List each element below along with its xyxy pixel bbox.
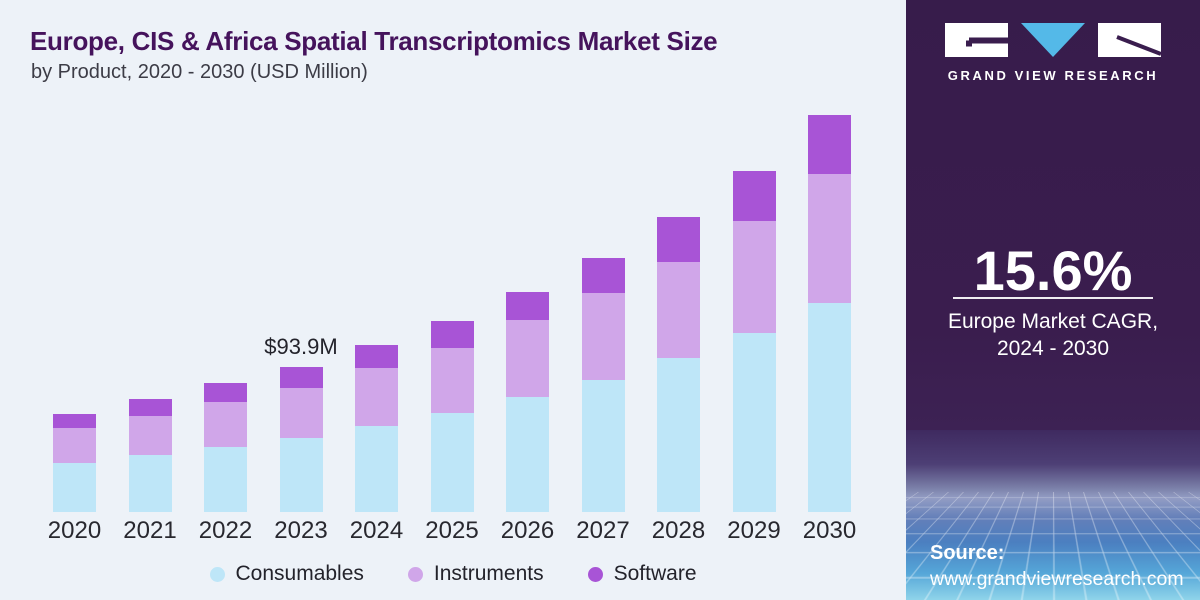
bar-2026-software bbox=[506, 291, 549, 320]
legend-label-consumables: Consumables bbox=[235, 562, 364, 585]
bar-2025-software bbox=[430, 321, 474, 348]
bar-2021-instruments bbox=[128, 415, 172, 455]
bar-2020-software bbox=[53, 414, 96, 428]
legend-dot-instruments bbox=[407, 566, 423, 582]
source-block: Source: www.grandviewresearch.com bbox=[930, 542, 1184, 591]
bar-2024-consumables bbox=[355, 426, 398, 512]
bar-2020-consumables bbox=[53, 462, 96, 512]
bar-2021-consumables bbox=[128, 454, 172, 512]
stacked-bar-plot: 2020 2021 2022 2023 2024 2025 2026 2027 2028 2029… bbox=[47, 114, 857, 544]
brand-sidebar: GRAND VIEW RESEARCH 15.6% Europe Market … bbox=[906, 0, 1200, 600]
bar-2022-consumables bbox=[204, 446, 247, 512]
bar-2023-consumables bbox=[279, 437, 323, 512]
legend-dot-consumables bbox=[209, 566, 225, 582]
cagr-value: 15.6% bbox=[973, 239, 1133, 302]
legend-dot-software bbox=[587, 566, 603, 582]
bar-2029-instruments bbox=[732, 221, 776, 334]
legend-item-consumables: Consumables bbox=[209, 562, 364, 586]
x-axis-label-2030: 2030 bbox=[802, 517, 857, 544]
bar-2021-software bbox=[128, 399, 172, 416]
x-axis-label-2022: 2022 bbox=[198, 517, 253, 544]
legend-item-software: Software bbox=[587, 562, 697, 586]
x-axis-label-2028: 2028 bbox=[651, 517, 706, 544]
gvr-logo-icon bbox=[945, 23, 1161, 57]
bar-2026-instruments bbox=[506, 319, 549, 397]
x-axis-label-2029: 2029 bbox=[727, 517, 781, 544]
cagr-label: Europe Market CAGR, 2024 - 2030 bbox=[906, 308, 1200, 362]
chart-legend: Consumables Instruments Software bbox=[0, 562, 906, 586]
bar-2022-software bbox=[204, 383, 247, 403]
bar-2029-software bbox=[732, 170, 776, 222]
source-url-link[interactable]: www.grandviewresearch.com bbox=[930, 568, 1184, 590]
bar-2030-consumables bbox=[808, 303, 851, 512]
bar-2029-consumables bbox=[732, 333, 776, 512]
bar-2030-software bbox=[808, 114, 851, 174]
bar-2026-consumables bbox=[506, 396, 549, 512]
x-axis-label-2020: 2020 bbox=[47, 517, 102, 544]
bar-2030-instruments bbox=[808, 173, 851, 304]
legend-label-instruments: Instruments bbox=[433, 562, 544, 585]
x-axis-label-2021: 2021 bbox=[123, 517, 177, 544]
bar-2025-instruments bbox=[430, 347, 474, 414]
bar-2024-instruments bbox=[355, 368, 398, 427]
source-label: Source: bbox=[930, 542, 1005, 564]
value-annotation: $93.9M bbox=[264, 334, 338, 360]
x-axis-label-2023: 2023 bbox=[274, 517, 328, 544]
bar-2020-instruments bbox=[53, 427, 96, 463]
bar-2023-instruments bbox=[279, 388, 323, 438]
bar-2028-software bbox=[657, 217, 700, 263]
bar-2023-software bbox=[279, 367, 323, 389]
cagr-divider bbox=[953, 297, 1153, 299]
bar-2027-software bbox=[581, 257, 625, 293]
x-axis-label-2025: 2025 bbox=[425, 517, 479, 544]
bar-2022-instruments bbox=[204, 402, 247, 447]
wireframe-mesh-decoration bbox=[906, 430, 1200, 600]
x-axis-label-2024: 2024 bbox=[349, 517, 404, 544]
chart-subtitle: by Product, 2020 - 2030 (USD Million) bbox=[31, 61, 368, 83]
bar-2024-software bbox=[355, 344, 398, 369]
legend-label-software: Software bbox=[613, 562, 697, 585]
x-axis-label-2026: 2026 bbox=[500, 517, 555, 544]
cagr-label-line1: Europe Market CAGR, bbox=[947, 310, 1159, 333]
bar-2028-instruments bbox=[657, 262, 700, 359]
bar-2025-consumables bbox=[430, 413, 474, 512]
bar-2028-consumables bbox=[657, 358, 700, 512]
x-axis-label-2027: 2027 bbox=[576, 517, 630, 544]
brand-name: GRAND VIEW RESEARCH bbox=[947, 68, 1159, 83]
legend-item-instruments: Instruments bbox=[407, 562, 544, 586]
bar-2027-consumables bbox=[581, 380, 625, 512]
chart-panel: Europe, CIS & Africa Spatial Transcripto… bbox=[0, 26, 906, 586]
chart-title: Europe, CIS & Africa Spatial Transcripto… bbox=[30, 26, 718, 56]
cagr-label-line2: 2024 - 2030 bbox=[996, 337, 1110, 360]
bar-2027-instruments bbox=[581, 292, 625, 381]
